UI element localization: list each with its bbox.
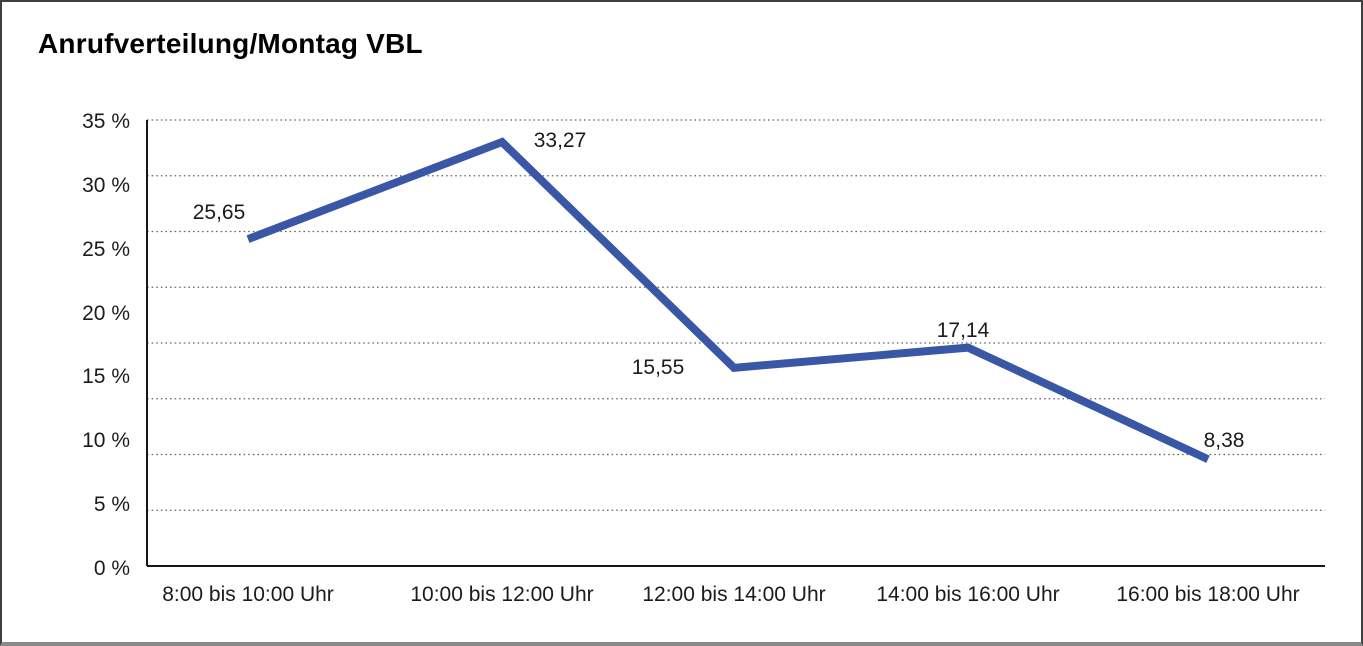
x-tick-label: 10:00 bis 12:00 Uhr — [410, 583, 594, 606]
y-tick-label: 35 % — [82, 110, 130, 133]
chart-title: Anrufverteilung/Montag VBL — [38, 28, 423, 59]
x-tick-label: 8:00 bis 10:00 Uhr — [162, 583, 334, 606]
data-point-label: 8,38 — [1203, 429, 1245, 453]
data-line — [246, 137, 1210, 463]
data-point-label: 25,65 — [192, 201, 246, 225]
y-tick-label: 15 % — [82, 365, 130, 389]
y-tick-label: 30 % — [82, 173, 130, 197]
y-tick-label: 20 % — [82, 301, 130, 325]
y-tick-label: 5 % — [93, 493, 130, 517]
axes — [146, 120, 1325, 567]
gridlines — [147, 119, 1325, 511]
data-point-label: 33,27 — [533, 129, 587, 153]
x-tick-label: 16:00 bis 18:00 Uhr — [1116, 583, 1300, 606]
data-point-label: 15,55 — [631, 355, 685, 379]
y-tick-label: 0 % — [93, 557, 130, 580]
x-tick-label: 14:00 bis 16:00 Uhr — [876, 583, 1060, 606]
x-tick-label: 12:00 bis 14:00 Uhr — [642, 583, 826, 606]
data-point-label: 17,14 — [936, 318, 990, 342]
y-tick-label: 25 % — [82, 237, 130, 261]
y-tick-label: 10 % — [82, 429, 130, 453]
